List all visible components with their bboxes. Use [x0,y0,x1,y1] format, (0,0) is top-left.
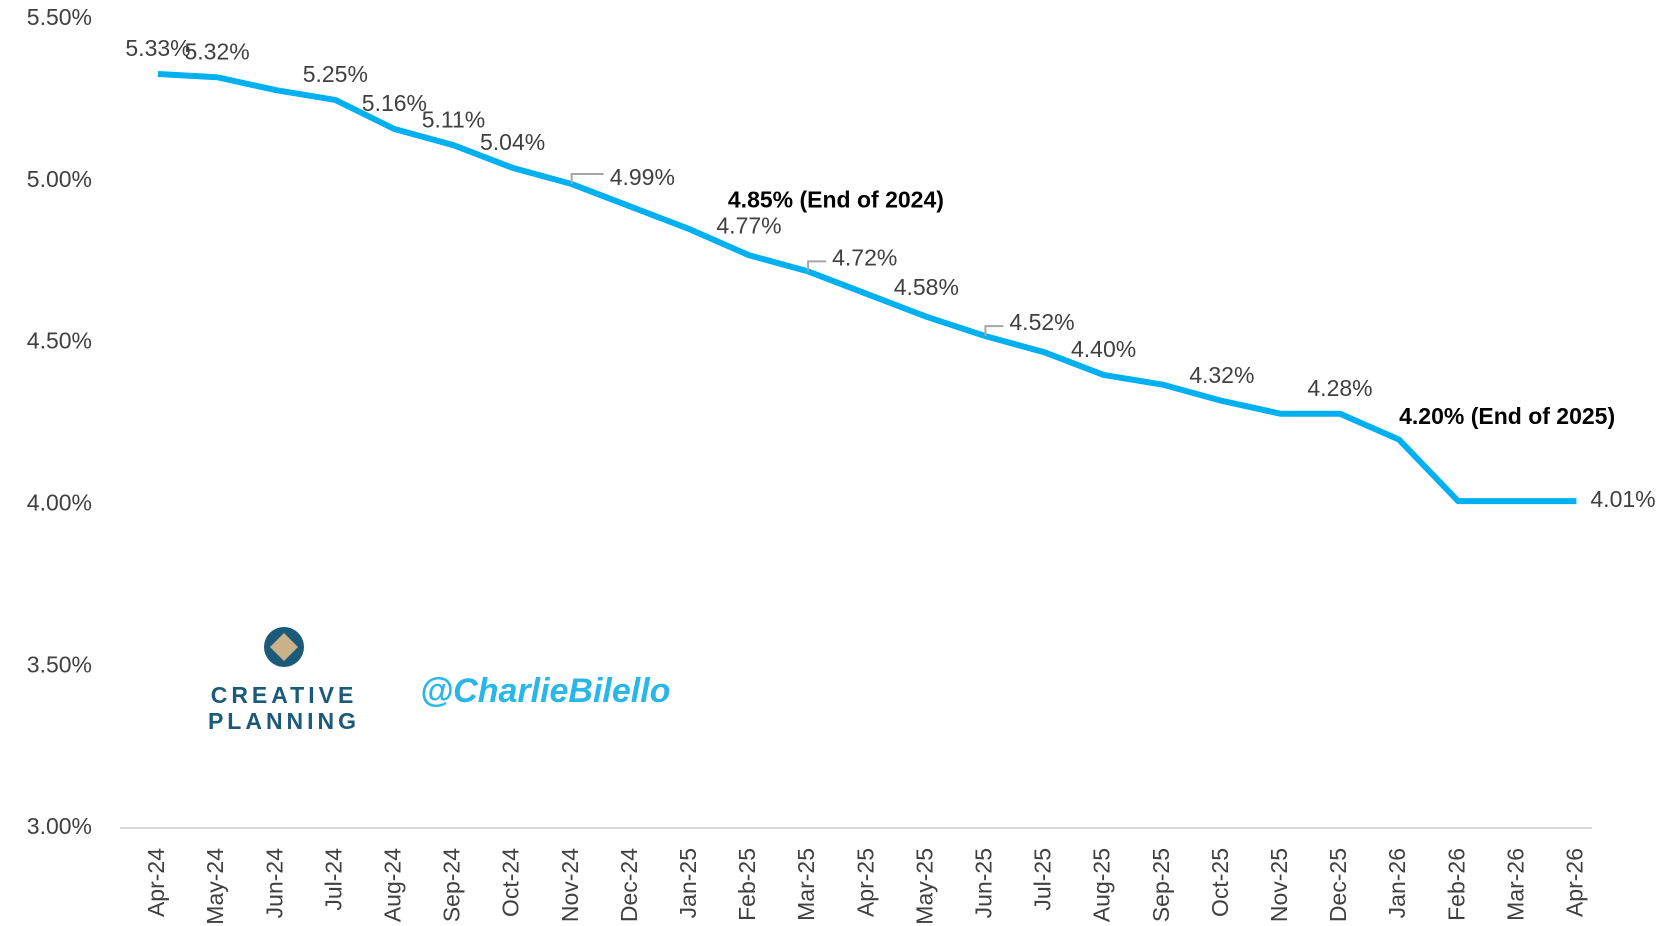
x-tick-label: Jul-24 [320,848,346,911]
x-tick-label: Mar-25 [793,848,819,921]
leader-line [570,173,604,185]
x-tick-label: May-24 [202,848,228,925]
data-label: 4.72% [832,244,897,270]
x-tick-label: Jul-25 [1030,848,1056,911]
watermark-handle: @CharlieBilello [420,672,670,710]
data-label: 5.04% [480,129,545,155]
x-tick-label: Oct-25 [1207,848,1233,917]
data-label: 5.16% [362,90,427,116]
x-tick-label: Jan-25 [675,848,701,918]
data-label: 4.20% (End of 2025) [1399,403,1615,429]
x-tick-label: Aug-24 [379,848,405,922]
data-label: 5.11% [422,106,486,132]
data-label: 4.40% [1071,336,1136,362]
x-tick-label: Aug-25 [1089,848,1115,922]
x-tick-label: Jun-25 [970,848,996,918]
y-tick-label: 5.50% [27,4,92,30]
x-tick-label: Oct-24 [498,848,524,917]
logo-diamond [270,633,298,661]
x-tick-label: Sep-24 [439,848,465,922]
y-tick-label: 4.00% [27,489,92,515]
x-tick-label: Jan-26 [1384,848,1410,918]
x-tick-label: Dec-25 [1325,848,1351,922]
data-label: 4.99% [610,164,675,190]
x-tick-label: Sep-25 [1148,848,1174,922]
logo: CREATIVE PLANNING [208,627,360,734]
data-label: 5.32% [184,38,249,64]
leader-line [984,325,1004,337]
leader-line [807,260,827,272]
brand-text: PLANNING [208,708,360,734]
x-tick-label: Apr-26 [1561,848,1587,917]
data-label: 4.32% [1189,362,1254,388]
data-label: 4.58% [894,274,959,300]
brand-text: CREATIVE [211,682,358,708]
x-tick-label: May-25 [911,848,937,925]
data-label: 4.01% [1590,486,1655,512]
x-tick-label: Mar-26 [1502,848,1528,921]
x-tick-label: Dec-24 [616,848,642,922]
x-tick-label: Feb-26 [1443,848,1469,921]
data-label: 4.28% [1307,375,1372,401]
x-tick-label: Feb-25 [734,848,760,921]
x-tick-label: Apr-25 [852,848,878,917]
data-label: 5.33% [125,35,190,61]
data-label: 5.25% [303,61,368,87]
line-series [157,71,1577,505]
data-label: 4.77% [716,212,781,238]
data-label: 4.52% [1009,309,1074,335]
x-tick-label: Nov-25 [1266,848,1292,922]
x-tick-label: Jun-24 [261,848,287,919]
x-tick-label: Apr-24 [143,848,169,917]
data-label: 4.85% (End of 2024) [728,186,944,212]
y-tick-label: 5.00% [27,166,92,192]
y-tick-label: 3.50% [27,651,92,677]
x-tick-label: Nov-24 [557,848,583,922]
y-tick-label: 4.50% [27,328,92,354]
y-tick-label: 3.00% [27,813,92,839]
